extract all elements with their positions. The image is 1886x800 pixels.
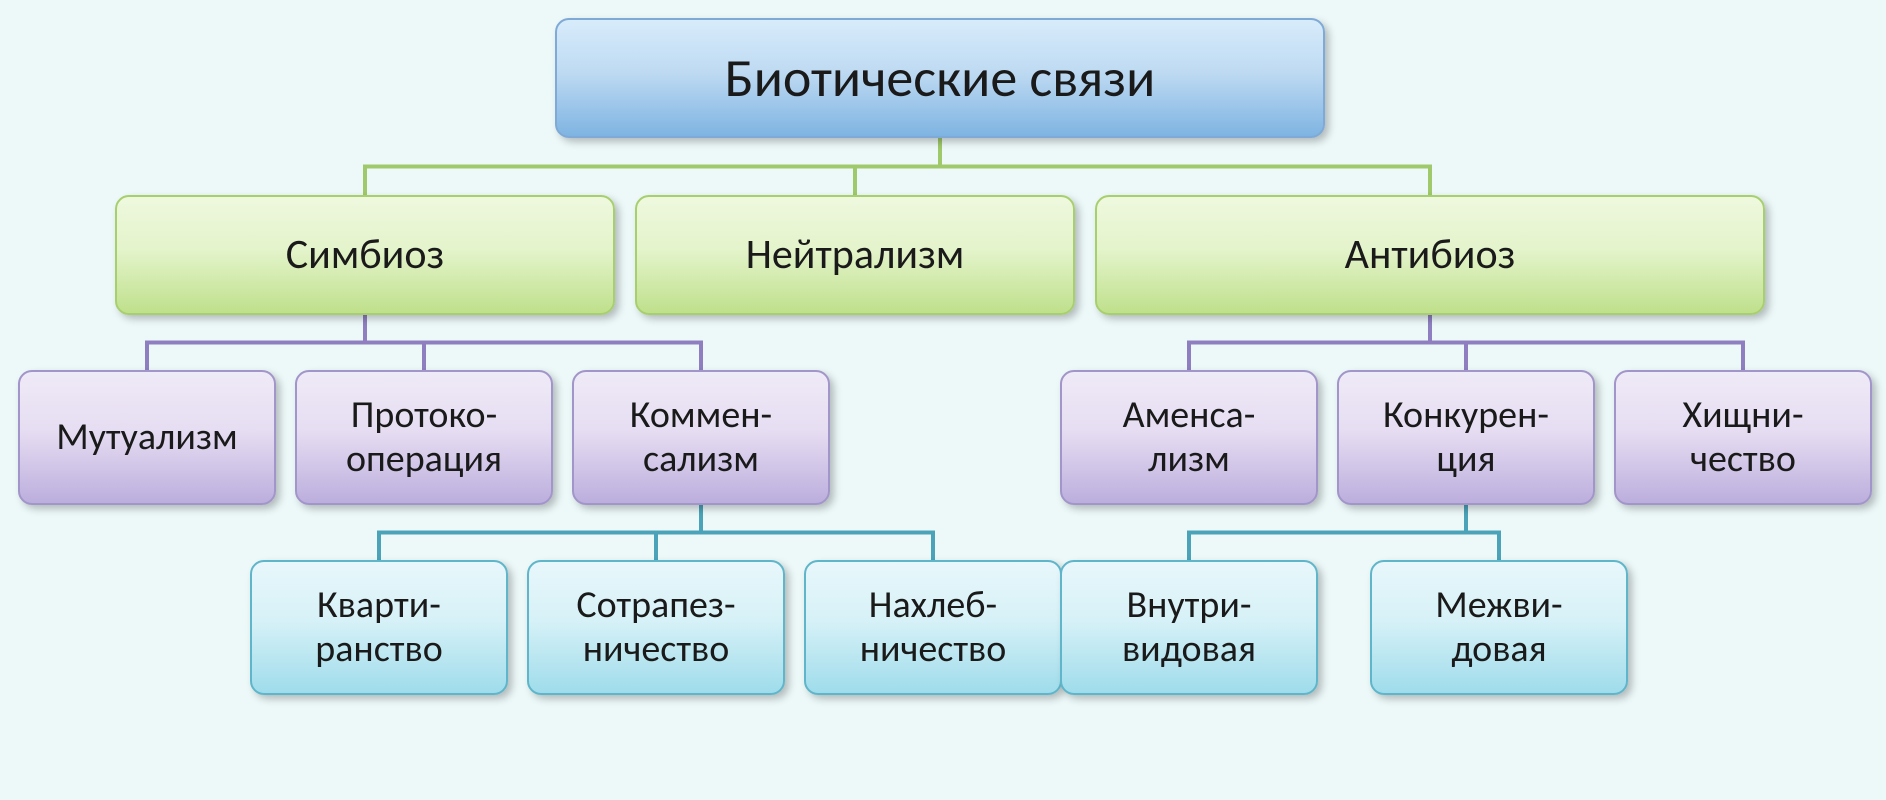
node-interspecific: Межви- довая (1370, 560, 1628, 695)
node-label: Кварти- ранство (315, 584, 443, 671)
node-antibiosis: Антибиоз (1095, 195, 1765, 315)
node-label: Мутуализм (56, 416, 238, 460)
node-competition: Конкурен- ция (1337, 370, 1595, 505)
node-commensalism: Коммен- сализм (572, 370, 830, 505)
node-neutralism: Нейтрализм (635, 195, 1075, 315)
node-label: Хищни- чество (1682, 394, 1803, 481)
node-label: Протоко- операция (346, 394, 502, 481)
node-intraspecific: Внутри- видовая (1060, 560, 1318, 695)
node-root: Биотические связи (555, 18, 1325, 138)
node-label: Нейтрализм (746, 231, 965, 279)
node-label: Симбиоз (286, 231, 444, 279)
node-label: Антибиоз (1345, 231, 1516, 279)
node-predation: Хищни- чество (1614, 370, 1872, 505)
node-messmate: Сотрапез- ничество (527, 560, 785, 695)
node-label: Нахлеб- ничество (860, 584, 1007, 671)
node-symbiosis: Симбиоз (115, 195, 615, 315)
node-label: Биотические связи (725, 47, 1156, 109)
node-label: Аменса- лизм (1123, 394, 1256, 481)
node-protocooperation: Протоко- операция (295, 370, 553, 505)
node-label: Конкурен- ция (1383, 394, 1549, 481)
node-label: Межви- довая (1435, 584, 1562, 671)
node-mutualism: Мутуализм (18, 370, 276, 505)
node-amensalism: Аменса- лизм (1060, 370, 1318, 505)
node-freeloading: Нахлеб- ничество (804, 560, 1062, 695)
node-inquilinism: Кварти- ранство (250, 560, 508, 695)
node-label: Сотрапез- ничество (576, 584, 735, 671)
node-label: Коммен- сализм (630, 394, 772, 481)
node-label: Внутри- видовая (1122, 584, 1256, 671)
